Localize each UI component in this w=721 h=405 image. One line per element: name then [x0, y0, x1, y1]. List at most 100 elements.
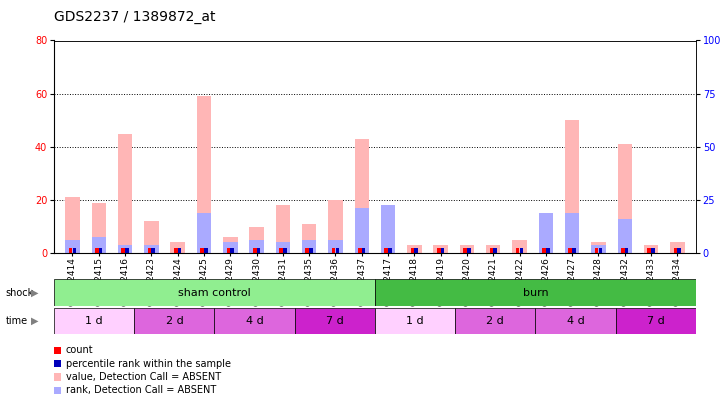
Bar [134, 308, 215, 334]
Bar [546, 248, 549, 253]
Bar [441, 248, 444, 253]
Bar [516, 248, 520, 253]
Bar [253, 248, 257, 253]
Bar [375, 308, 455, 334]
Text: GDS2237 / 1389872_at: GDS2237 / 1389872_at [54, 10, 216, 24]
Bar [151, 248, 155, 253]
Bar [295, 308, 375, 334]
Bar [170, 243, 185, 253]
Bar [381, 205, 395, 253]
Bar [302, 224, 317, 253]
Bar [283, 248, 286, 253]
Bar [539, 213, 553, 253]
Bar [520, 248, 523, 253]
Bar [125, 248, 129, 253]
Text: time: time [6, 316, 28, 326]
Bar [375, 279, 696, 306]
Bar [388, 248, 392, 253]
Bar [306, 248, 309, 253]
Bar [355, 208, 369, 253]
Bar [542, 248, 546, 253]
Text: 1 d: 1 d [85, 316, 103, 326]
Bar [490, 248, 493, 253]
Bar [651, 248, 655, 253]
Bar [92, 202, 106, 253]
Text: value, Detection Call = ABSENT: value, Detection Call = ABSENT [66, 372, 221, 382]
Text: 4 d: 4 d [246, 316, 263, 326]
Bar [617, 144, 632, 253]
Bar [174, 248, 177, 253]
Bar [121, 248, 125, 253]
Bar [572, 248, 576, 253]
Bar [539, 240, 553, 253]
Bar [455, 308, 535, 334]
Bar [223, 237, 237, 253]
Bar [223, 243, 237, 253]
Bar [433, 245, 448, 253]
Bar [275, 243, 290, 253]
Bar [486, 245, 500, 253]
Bar [204, 248, 208, 253]
Bar [647, 248, 651, 253]
Bar [513, 240, 527, 253]
Bar [249, 240, 264, 253]
Bar [197, 213, 211, 253]
Text: 1 d: 1 d [406, 316, 424, 326]
Bar [66, 197, 80, 253]
Bar [92, 237, 106, 253]
Bar [118, 245, 133, 253]
Bar [565, 120, 580, 253]
Text: 7 d: 7 d [326, 316, 344, 326]
Bar [335, 248, 339, 253]
Bar [673, 248, 677, 253]
Bar [598, 248, 602, 253]
Bar [54, 279, 375, 306]
Bar [197, 96, 211, 253]
Bar [415, 248, 418, 253]
Bar [568, 248, 572, 253]
Text: shock: shock [6, 288, 34, 298]
Text: ▶: ▶ [31, 316, 38, 326]
Bar [309, 248, 313, 253]
Bar [95, 248, 99, 253]
Bar [595, 248, 598, 253]
Bar [384, 248, 388, 253]
Bar [591, 245, 606, 253]
Bar [460, 245, 474, 253]
Bar [73, 248, 76, 253]
Bar [332, 248, 335, 253]
Text: 4 d: 4 d [567, 316, 584, 326]
Bar [230, 248, 234, 253]
Text: count: count [66, 345, 93, 355]
Bar [644, 245, 658, 253]
Bar [144, 221, 159, 253]
Bar [565, 213, 580, 253]
Bar [257, 248, 260, 253]
Bar [226, 248, 230, 253]
Bar [678, 248, 681, 253]
Bar [68, 248, 72, 253]
Bar [381, 205, 395, 253]
Bar [328, 200, 342, 253]
Bar [617, 219, 632, 253]
Text: 7 d: 7 d [647, 316, 665, 326]
Bar [249, 226, 264, 253]
Text: percentile rank within the sample: percentile rank within the sample [66, 359, 231, 369]
Bar [670, 243, 684, 253]
Bar [279, 248, 283, 253]
Bar [99, 248, 102, 253]
Text: ▶: ▶ [31, 288, 38, 298]
Bar [66, 240, 80, 253]
Bar [144, 245, 159, 253]
Bar [328, 240, 342, 253]
Text: rank, Detection Call = ABSENT: rank, Detection Call = ABSENT [66, 386, 216, 395]
Bar [625, 248, 629, 253]
Bar [178, 248, 182, 253]
Bar [493, 248, 497, 253]
Bar [621, 248, 624, 253]
Bar [200, 248, 204, 253]
Bar [411, 248, 415, 253]
Bar [616, 308, 696, 334]
Bar [407, 245, 422, 253]
Text: burn: burn [523, 288, 548, 298]
